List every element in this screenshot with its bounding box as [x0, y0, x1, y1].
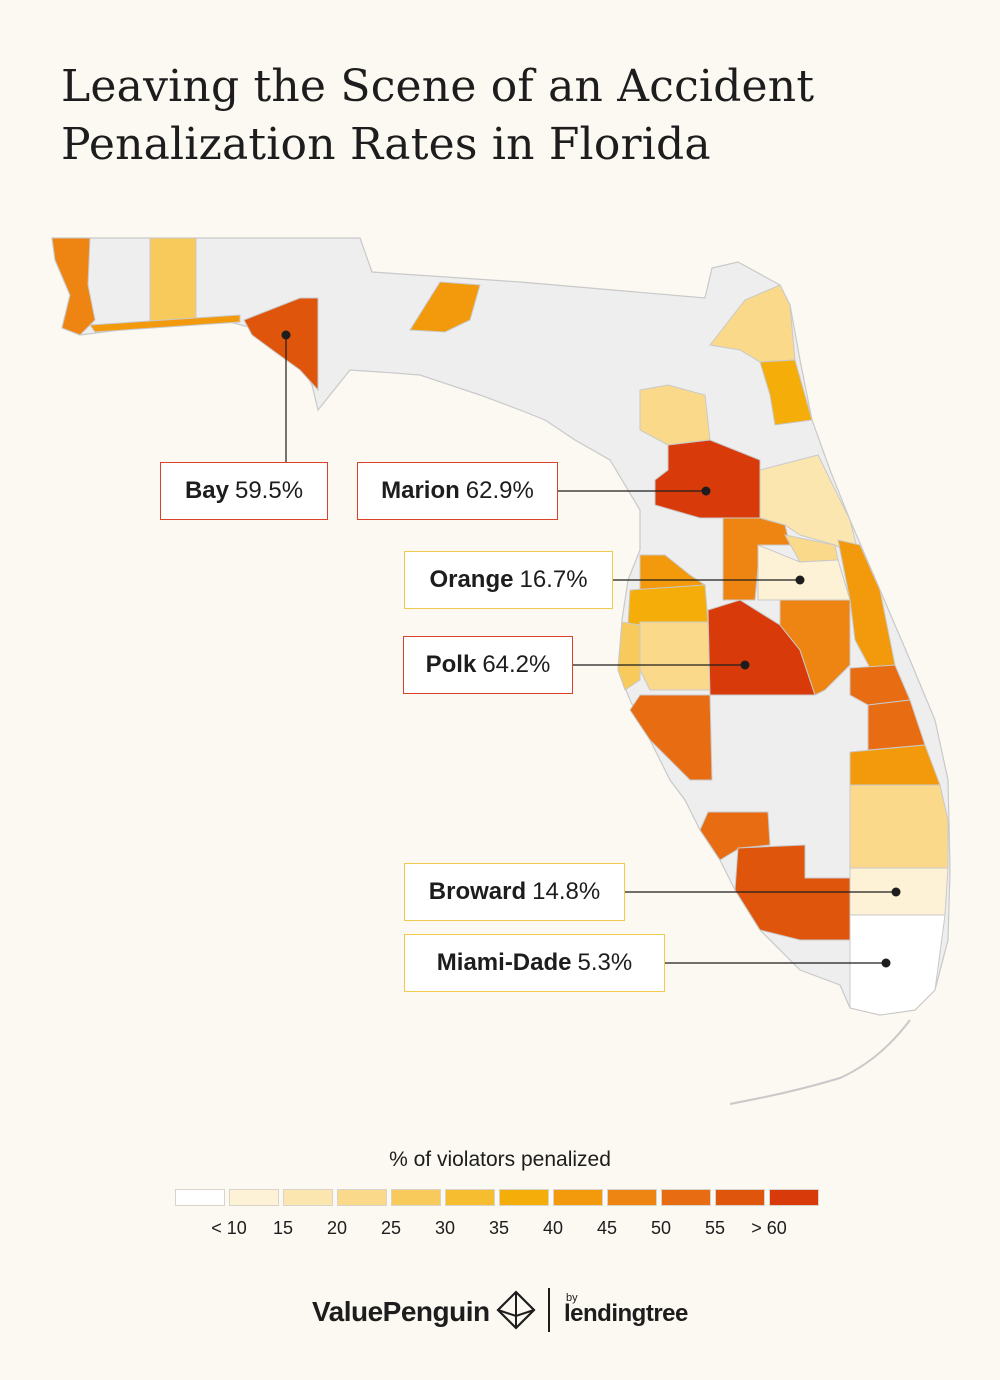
legend-title: % of violators penalized [389, 1148, 611, 1171]
county-group [51, 237, 949, 1016]
valuepenguin-logo-icon [496, 1290, 536, 1330]
legend-swatch-11 [769, 1189, 819, 1206]
callout-bay-value: 59.5% [234, 477, 304, 504]
keys-group [729, 1019, 911, 1105]
title-line-1: Leaving the Scene of an Accident [61, 61, 815, 112]
callout-marion-name: Marion [381, 477, 460, 504]
legend-swatch-10 [715, 1189, 765, 1206]
brand-divider [548, 1288, 550, 1332]
brand-lendingtree: lendingtree [564, 1300, 688, 1327]
dot-polk [740, 660, 750, 670]
legend-tick-0: < 10 [211, 1218, 247, 1238]
leader-dots [281, 330, 901, 968]
legend-tick-4: 30 [434, 1218, 456, 1238]
callout-orange: Orange 16.7% [404, 551, 613, 609]
dot-broward [891, 887, 901, 897]
legend-tick-9: 55 [704, 1218, 726, 1238]
florida-keys [729, 1019, 911, 1105]
county-escambia [51, 237, 96, 336]
callout-polk: Polk 64.2% [403, 636, 573, 694]
title-line-2: Penalization Rates in Florida [61, 119, 711, 170]
callout-polk-name: Polk [425, 651, 477, 678]
legend-swatch-3 [337, 1189, 387, 1206]
callout-orange-value: 16.7% [519, 566, 588, 593]
legend-swatch-1 [229, 1189, 279, 1206]
callout-marion: Marion 62.9% [357, 462, 558, 520]
legend-swatch-5 [445, 1189, 495, 1206]
county-palm-beach-north [849, 744, 941, 786]
callout-broward-name: Broward [428, 878, 527, 905]
callout-marion-value: 62.9% [465, 477, 534, 504]
chart-title: Leaving the Scene of an Accident Penaliz… [61, 58, 941, 174]
county-alachua [639, 384, 711, 446]
leader-lines [285, 335, 896, 964]
legend-color-scale [175, 1189, 819, 1206]
callout-miami-dade-name: Miami-Dade [436, 949, 572, 976]
county-manatee [629, 694, 713, 781]
county-jefferson [409, 281, 481, 333]
brand-by: by [566, 1292, 578, 1304]
brand-footer: ValuePenguin by lendingtree [0, 1288, 1000, 1348]
county-coast-strip [89, 314, 241, 333]
callout-orange-name: Orange [429, 566, 514, 593]
legend-swatch-7 [553, 1189, 603, 1206]
callout-broward: Broward 14.8% [404, 863, 625, 921]
county-pinellas [617, 621, 641, 691]
legend-tick-1: 15 [272, 1218, 294, 1238]
legend-swatch-0 [175, 1189, 225, 1206]
county-orange [757, 544, 851, 601]
callout-bay: Bay 59.5% [160, 462, 328, 520]
legend-tick-3: 25 [380, 1218, 402, 1238]
callout-broward-value: 14.8% [532, 878, 601, 905]
legend-swatch-9 [661, 1189, 711, 1206]
county-duval [709, 284, 796, 363]
county-palm-beach [849, 784, 949, 869]
legend-tick-2: 20 [326, 1218, 348, 1238]
callout-miami-dade: Miami-Dade 5.3% [404, 934, 665, 992]
legend-tick-7: 45 [596, 1218, 618, 1238]
legend-tick-6: 40 [542, 1218, 564, 1238]
dot-orange [795, 575, 805, 585]
callout-polk-value: 64.2% [482, 651, 551, 678]
county-marion [654, 439, 761, 519]
county-okaloosa [149, 237, 197, 326]
legend-tick-8: 50 [650, 1218, 672, 1238]
county-st-johns [759, 359, 813, 426]
legend-swatch-4 [391, 1189, 441, 1206]
legend-swatch-6 [499, 1189, 549, 1206]
dot-marion [701, 486, 711, 496]
callout-bay-name: Bay [184, 477, 229, 504]
legend-swatch-8 [607, 1189, 657, 1206]
legend-tick-10: > 60 [751, 1218, 787, 1238]
county-bay [243, 297, 319, 392]
legend-tick-5: 35 [488, 1218, 510, 1238]
brand-valuepenguin: ValuePenguin [312, 1296, 490, 1327]
county-osceola [779, 599, 851, 696]
legend-swatch-2 [283, 1189, 333, 1206]
county-pasco-south [627, 584, 709, 626]
callout-miami-dade-value: 5.3% [577, 949, 633, 976]
county-hillsborough [639, 621, 711, 691]
dot-miami-dade [881, 958, 891, 968]
county-miami-dade [849, 914, 946, 1016]
legend-tick-labels: < 10 15 20 25 30 35 40 45 50 55 > 60 [175, 1218, 835, 1244]
dot-bay [281, 330, 291, 340]
